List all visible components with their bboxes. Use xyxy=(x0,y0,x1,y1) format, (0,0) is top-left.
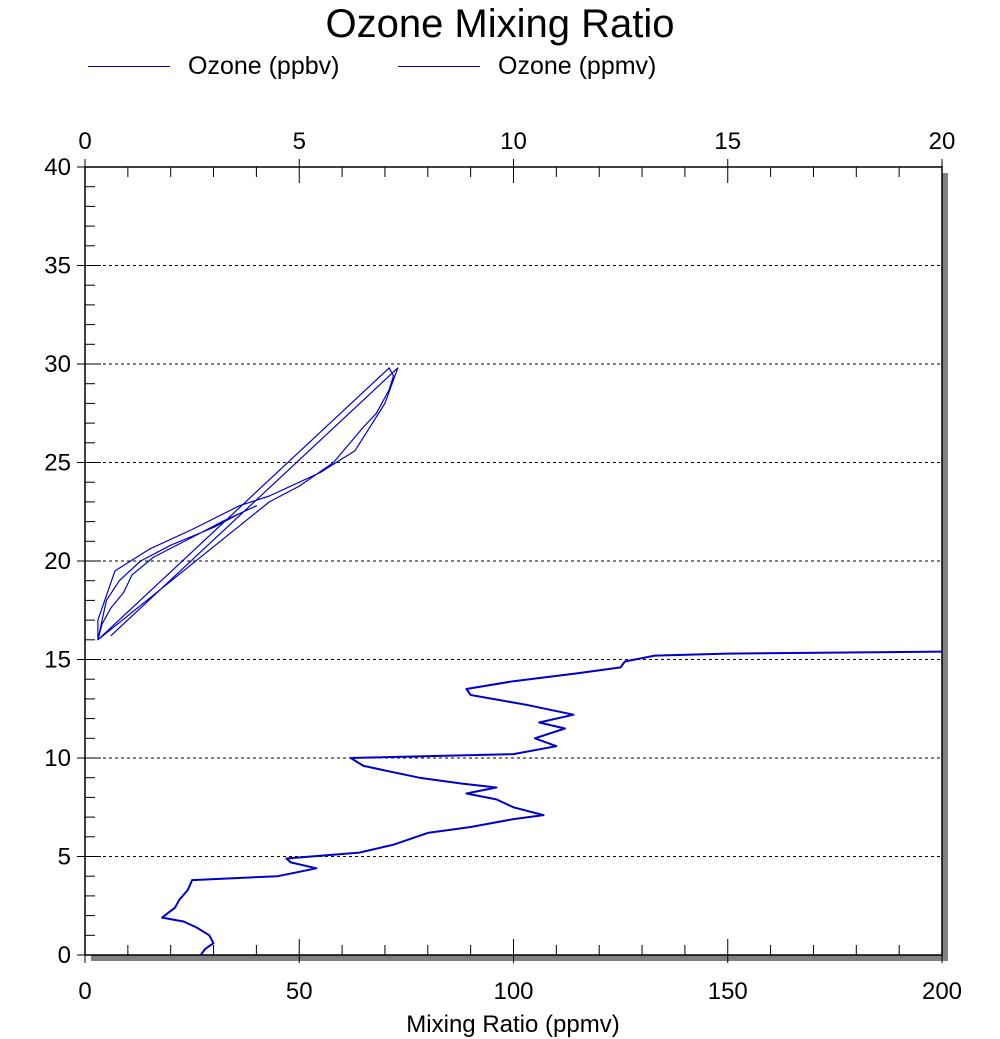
axis-ticks xyxy=(77,159,943,963)
legend-label-ppmv: Ozone (ppmv) xyxy=(498,52,657,80)
y-tick-label-15: 15 xyxy=(44,647,71,674)
y-tick-label-5: 5 xyxy=(58,844,71,871)
legend-swatch-ppbv xyxy=(88,66,170,67)
series-line-ppbv xyxy=(161,650,943,956)
tick-labels: 0 5 10 15 20 25 30 35 40 0 50 100 150 200 0 5 10 15 20 xyxy=(44,128,962,1005)
x-bottom-tick-label-150: 150 xyxy=(708,978,748,1005)
legend-label-ppbv: Ozone (ppbv) xyxy=(188,52,340,80)
x-bottom-tick-label-0: 0 xyxy=(78,978,91,1005)
y-tick-label-0: 0 xyxy=(58,942,71,969)
x-top-tick-label-20: 20 xyxy=(929,128,956,155)
x-axis-title: Mixing Ratio (ppmv) xyxy=(406,1011,619,1038)
x-bottom-tick-label-100: 100 xyxy=(493,978,533,1005)
x-bottom-tick-label-200: 200 xyxy=(922,978,962,1005)
legend-item-ppmv: Ozone (ppmv) xyxy=(398,52,656,81)
x-top-tick-label-10: 10 xyxy=(500,128,527,155)
y-tick-label-25: 25 xyxy=(44,450,71,477)
series-line-ppmv xyxy=(97,367,399,641)
grid-lines xyxy=(85,265,942,857)
legend-item-ppbv: Ozone (ppbv) xyxy=(88,52,339,81)
y-tick-label-35: 35 xyxy=(44,253,71,280)
chart-title: Ozone Mixing Ratio xyxy=(325,2,675,46)
series-layer xyxy=(97,367,943,956)
x-top-tick-label-0: 0 xyxy=(78,128,91,155)
y-tick-label-30: 30 xyxy=(44,351,71,378)
legend: Ozone (ppbv) Ozone (ppmv) xyxy=(0,52,1000,86)
x-top-tick-label-15: 15 xyxy=(714,128,741,155)
y-tick-label-10: 10 xyxy=(44,745,71,772)
y-tick-label-40: 40 xyxy=(44,154,71,181)
legend-swatch-ppmv xyxy=(398,66,480,67)
y-tick-label-20: 20 xyxy=(44,548,71,575)
x-bottom-tick-label-50: 50 xyxy=(286,978,313,1005)
x-top-tick-label-5: 5 xyxy=(293,128,306,155)
